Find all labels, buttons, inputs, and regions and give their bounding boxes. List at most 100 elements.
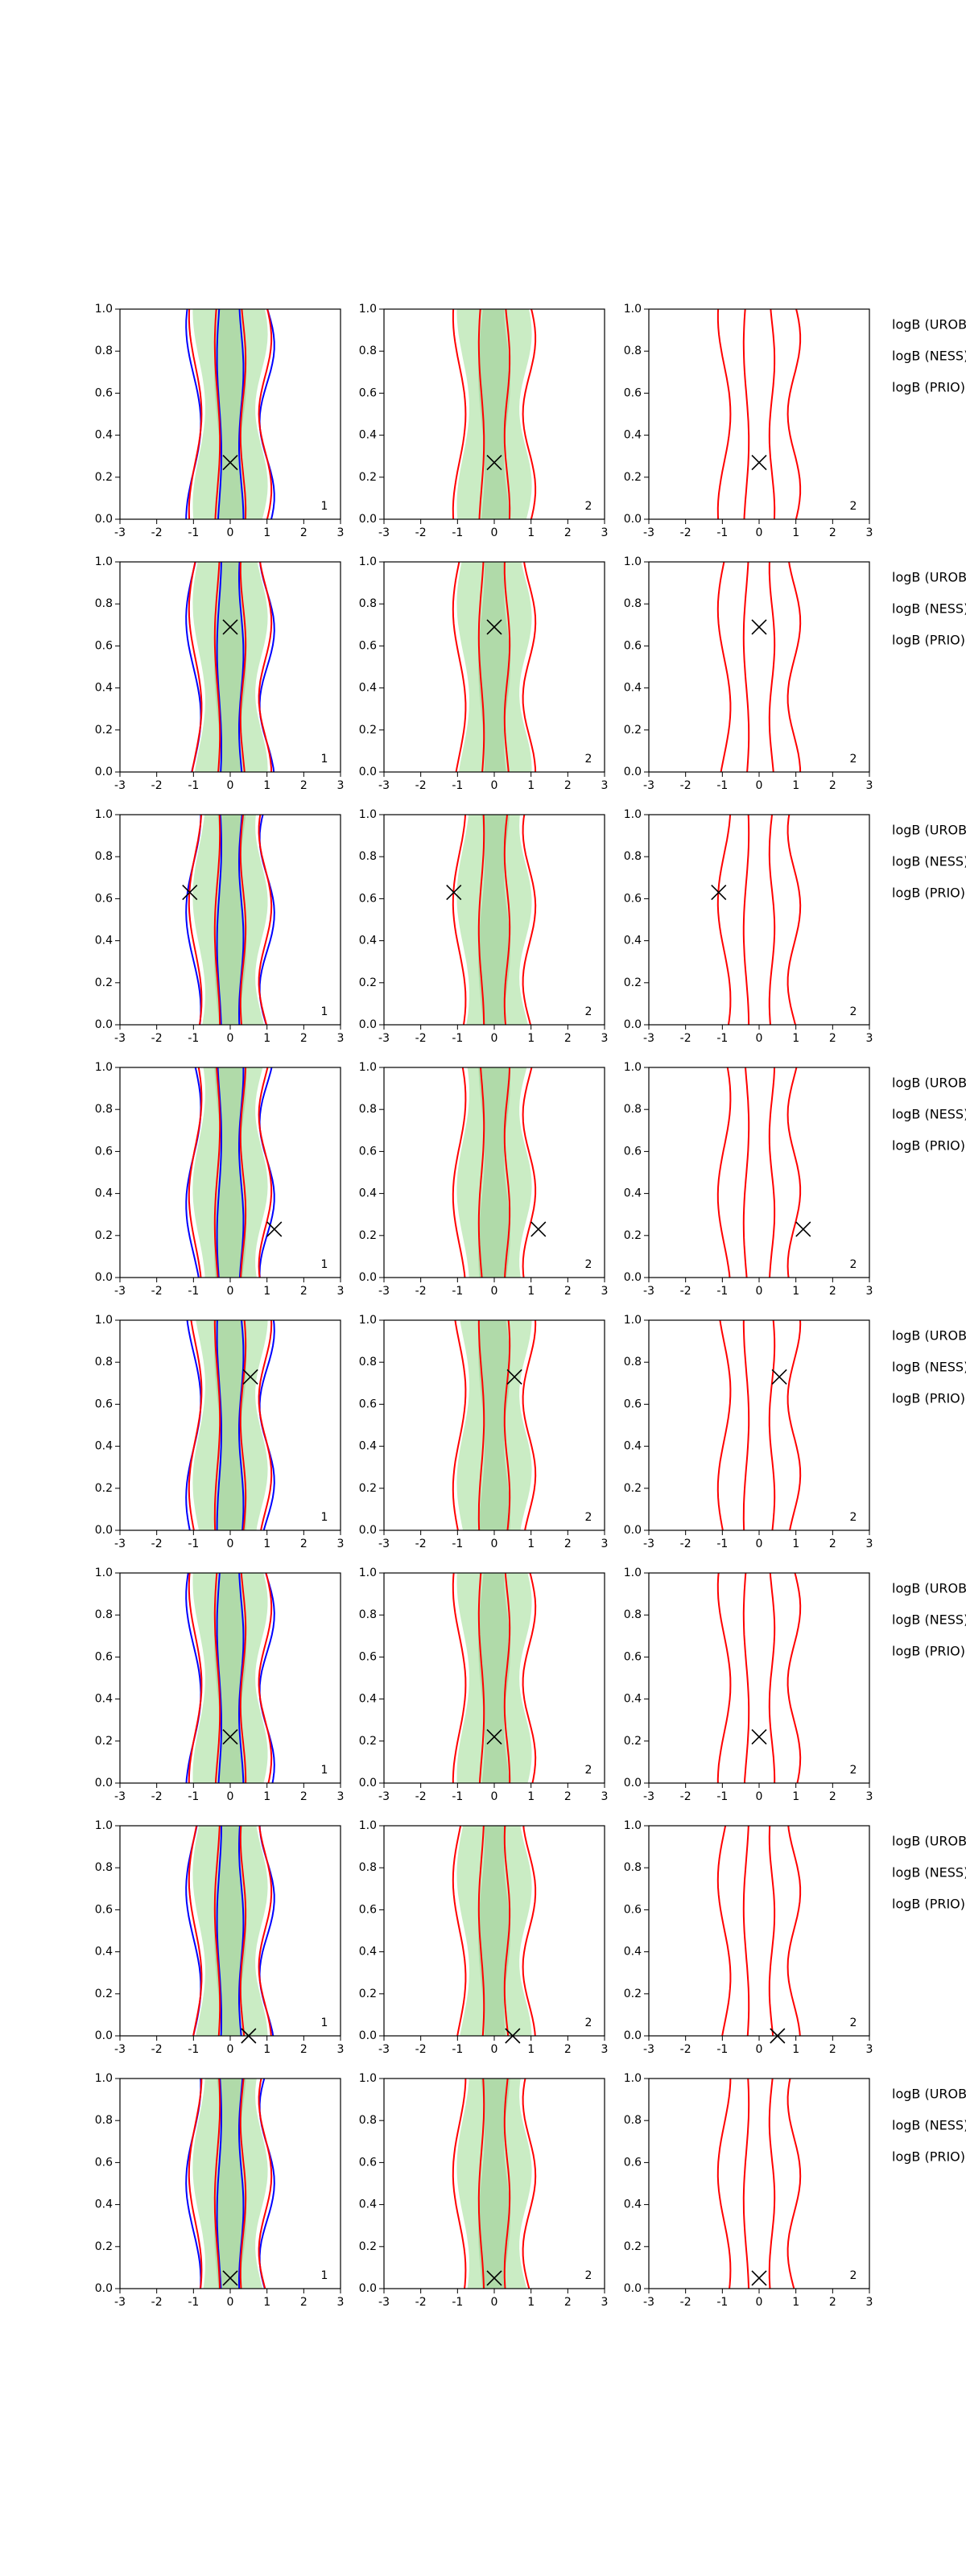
- y-tick-label: 0.0: [359, 766, 377, 778]
- x-tick-label: 0: [756, 1790, 763, 1803]
- contour-red-outer: [716, 2079, 802, 2289]
- x-tick-label: -3: [643, 2043, 654, 2056]
- x-tick-label: 1: [527, 2043, 535, 2056]
- y-tick-label: 1.0: [624, 2072, 642, 2085]
- y-tick-label: 0.2: [359, 1735, 377, 1748]
- panel: -3 -2 -1 0 1 2 30.00.20.40.60.81.02: [359, 1061, 609, 1298]
- contour-red-outer: [716, 562, 802, 772]
- y-tick-label: 0.2: [624, 724, 642, 737]
- y-tick-label: 0.0: [624, 1524, 642, 1537]
- panel-label: 1: [321, 1511, 328, 1524]
- density-core: [214, 1067, 246, 1278]
- x-tick-label: 1: [527, 1538, 535, 1550]
- x-tick-label: -2: [680, 1538, 691, 1550]
- marker: [505, 2028, 521, 2044]
- side-label: logB (PRIO) =: [892, 1897, 966, 1912]
- contour-red-inner: [213, 1320, 247, 1530]
- y-tick-label: 0.6: [359, 1650, 377, 1663]
- y-tick-label: 0.0: [359, 1524, 377, 1537]
- contour-red-inner: [477, 1826, 511, 2036]
- y-tick-label: 1.0: [359, 1567, 377, 1579]
- x-tick-label: -2: [680, 1790, 691, 1803]
- panel: -3 -2 -1 0 1 2 30.00.20.40.60.81.02: [359, 1314, 609, 1550]
- y-tick-label: 0.8: [95, 345, 113, 357]
- x-tick-label: -3: [643, 1032, 654, 1045]
- x-tick-label: -3: [378, 526, 390, 539]
- y-tick-label: 1.0: [95, 555, 113, 568]
- x-tick-label: 0: [227, 526, 234, 539]
- contour-blue-outer: [185, 2079, 275, 2289]
- side-label: logB (PRIO) =: [892, 633, 966, 648]
- axes-frame: [648, 1067, 870, 1278]
- y-tick-label: 0.0: [359, 1271, 377, 1284]
- density-core: [214, 815, 246, 1025]
- x-tick-label: -3: [378, 1032, 390, 1045]
- y-tick-label: 0.2: [359, 1229, 377, 1242]
- y-tick-label: 0.8: [624, 1356, 642, 1368]
- y-tick-label: 0.6: [359, 2156, 377, 2169]
- panel: -3 -2 -1 0 1 2 30.00.20.40.60.81.02: [624, 1061, 873, 1298]
- contour-red-outer: [188, 815, 273, 1025]
- panel: -3 -2 -1 0 1 2 30.00.20.40.60.81.02: [359, 555, 609, 792]
- y-tick-label: 0.8: [95, 2114, 113, 2127]
- x-tick-label: -3: [114, 1032, 126, 1045]
- x-tick-label: 2: [564, 1538, 572, 1550]
- side-label: logB (NESS) =: [892, 349, 966, 364]
- panel-label: 2: [850, 1005, 857, 1018]
- panel-label: 2: [850, 2269, 857, 2282]
- plot-area: [452, 815, 537, 1025]
- plot-area: [452, 1826, 537, 2036]
- y-tick-label: 0.2: [95, 976, 113, 989]
- y-tick-label: 1.0: [359, 1061, 377, 1074]
- y-tick-label: 1.0: [624, 1061, 642, 1074]
- x-tick-label: -2: [680, 779, 691, 792]
- y-tick-label: 0.4: [624, 1946, 642, 1959]
- y-tick-label: 0.0: [95, 2282, 113, 2295]
- y-tick-label: 0.8: [624, 345, 642, 357]
- x-tick-label: -1: [188, 1538, 199, 1550]
- panel: -3 -2 -1 0 1 2 30.00.20.40.60.81.02: [359, 303, 609, 539]
- y-tick-label: 0.8: [359, 2114, 377, 2127]
- x-tick-label: 0: [756, 779, 763, 792]
- x-tick-label: 2: [564, 1790, 572, 1803]
- plot-area: [716, 309, 802, 519]
- panel: -3 -2 -1 0 1 2 30.00.20.40.60.81.02: [624, 555, 873, 792]
- contour-blue-outer: [185, 1826, 275, 2036]
- panel-label: 2: [585, 1764, 592, 1777]
- y-tick-label: 0.4: [359, 1946, 377, 1959]
- panel: -3 -2 -1 0 1 2 30.00.20.40.60.81.02: [359, 1567, 609, 1803]
- x-tick-label: 3: [337, 779, 345, 792]
- contour-red-inner: [742, 1826, 776, 2036]
- y-tick-label: 0.4: [359, 1187, 377, 1200]
- density-core: [478, 1826, 510, 2036]
- axes-frame: [648, 561, 870, 773]
- x-tick-label: -2: [680, 2043, 691, 2056]
- plot-area: [185, 562, 275, 772]
- x-tick-label: -3: [643, 1790, 654, 1803]
- y-tick-label: 0.2: [95, 724, 113, 737]
- density-core: [478, 1067, 510, 1278]
- marker: [486, 1729, 502, 1745]
- y-tick-label: 0.2: [359, 471, 377, 484]
- x-tick-label: 3: [337, 2043, 345, 2056]
- y-tick-label: 0.8: [95, 1103, 113, 1116]
- y-tick-label: 1.0: [359, 1314, 377, 1327]
- x-tick-label: -1: [188, 1032, 199, 1045]
- x-tick-label: -3: [114, 1790, 126, 1803]
- side-label: logB (UROB) =: [892, 2087, 966, 2102]
- y-tick-label: 0.8: [95, 850, 113, 863]
- x-tick-label: 2: [829, 779, 836, 792]
- y-tick-label: 0.8: [359, 1608, 377, 1621]
- y-tick-label: 0.8: [359, 597, 377, 610]
- contour-red-outer: [716, 309, 802, 519]
- x-tick-label: 0: [227, 2043, 234, 2056]
- x-tick-label: 3: [601, 2043, 609, 2056]
- panel: -3 -2 -1 0 1 2 3 0.0 0.2 0.4 0.6 0.8 1.0 1: [95, 1061, 345, 1298]
- x-tick-label: -3: [378, 2296, 390, 2309]
- y-tick-label: 0.4: [359, 429, 377, 442]
- contour-blue-inner: [216, 1067, 245, 1278]
- x-tick-label: 1: [263, 1790, 270, 1803]
- plot-area: [185, 309, 275, 519]
- y-tick-label: 0.6: [624, 386, 642, 399]
